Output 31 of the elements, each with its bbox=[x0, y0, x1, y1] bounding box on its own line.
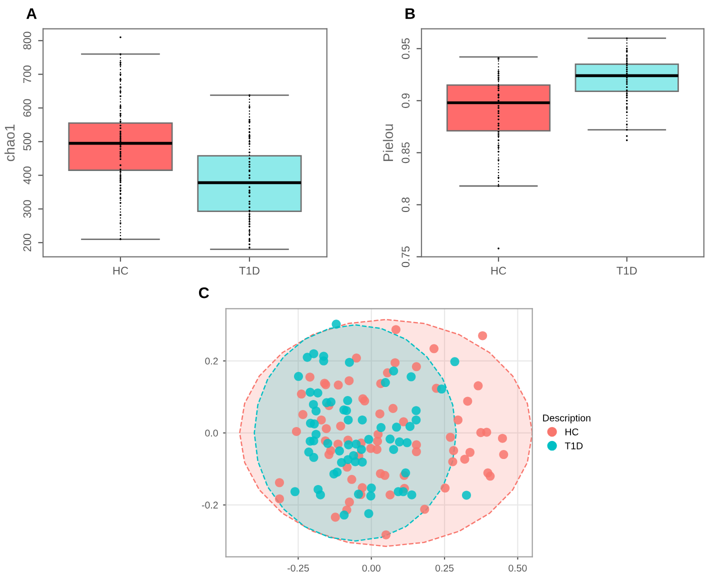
y-tick-label: 0.85 bbox=[402, 142, 410, 164]
x-tick-label: HC bbox=[113, 266, 128, 275]
y-tick-label: 800 bbox=[23, 32, 32, 50]
y-tick-label: 0.8 bbox=[402, 197, 410, 212]
y-tick-label: 400 bbox=[23, 166, 32, 184]
x-tick-label: T1D bbox=[616, 266, 637, 275]
y-tick-label: 500 bbox=[23, 132, 32, 150]
x-tick-label: 0.25 bbox=[435, 564, 454, 572]
legend-label: T1D bbox=[564, 442, 583, 450]
x-tick-label: 0.00 bbox=[362, 564, 380, 572]
x-tick-label: 0.50 bbox=[508, 564, 527, 572]
y-tick-label: 0.95 bbox=[402, 38, 410, 59]
y-tick-label: 0.9 bbox=[402, 93, 410, 108]
legend-label: HC bbox=[566, 428, 578, 436]
legend-title: Description bbox=[543, 414, 590, 424]
chart-title: B bbox=[406, 8, 415, 19]
y-tick-label: 700 bbox=[23, 65, 32, 83]
chart-title: C bbox=[198, 287, 209, 298]
y-tick-label: -0.2 bbox=[202, 502, 218, 509]
y-tick-label: 600 bbox=[23, 99, 32, 117]
x-tick-label: -0.25 bbox=[288, 564, 309, 572]
y-axis-title: chao1 bbox=[4, 124, 15, 162]
y-tick-label: 0.75 bbox=[402, 246, 410, 268]
y-tick-label: 0.2 bbox=[205, 358, 218, 365]
y-axis-title: Pielou bbox=[382, 124, 394, 161]
chart-title: A bbox=[26, 8, 37, 19]
x-tick-label: HC bbox=[491, 266, 506, 275]
y-tick-label: 200 bbox=[23, 234, 32, 252]
x-tick-label: T1D bbox=[239, 266, 260, 275]
y-tick-label: 300 bbox=[23, 200, 32, 218]
y-tick-label: 0.0 bbox=[205, 430, 218, 437]
